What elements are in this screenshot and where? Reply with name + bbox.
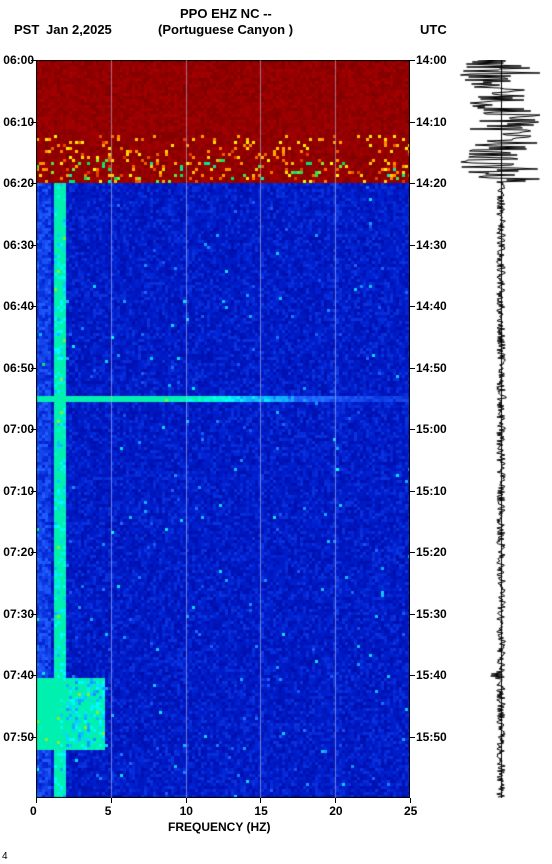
x-tick: 20 [329, 804, 342, 818]
right-tick: 15:50 [416, 730, 447, 744]
date-label: Jan 2,2025 [46, 22, 112, 37]
left-tick: 06:50 [3, 361, 34, 375]
right-tick: 14:00 [416, 53, 447, 67]
left-tick: 06:40 [3, 299, 34, 313]
right-tick: 15:20 [416, 545, 447, 559]
tz-left-label: PST [14, 22, 39, 37]
x-tick: 0 [30, 804, 37, 818]
right-tick: 14:20 [416, 176, 447, 190]
left-tick: 06:10 [3, 115, 34, 129]
title-line1: PPO EHZ NC -- [180, 6, 272, 21]
left-tick: 07:30 [3, 607, 34, 621]
left-tick: 06:00 [3, 53, 34, 67]
left-tick: 06:20 [3, 176, 34, 190]
tz-right-label: UTC [420, 22, 447, 37]
right-tick: 14:10 [416, 115, 447, 129]
left-tick: 07:50 [3, 730, 34, 744]
right-tick: 15:00 [416, 422, 447, 436]
right-tick: 15:10 [416, 484, 447, 498]
x-axis-label: FREQUENCY (HZ) [168, 820, 270, 834]
right-tick: 14:40 [416, 299, 447, 313]
spectrogram-plot [36, 60, 410, 798]
x-tick: 10 [180, 804, 193, 818]
right-tick: 14:50 [416, 361, 447, 375]
corner-mark: 4 [2, 851, 8, 862]
left-tick: 06:30 [3, 238, 34, 252]
left-tick: 07:10 [3, 484, 34, 498]
x-tick: 15 [254, 804, 267, 818]
right-tick: 15:40 [416, 668, 447, 682]
x-tick: 25 [404, 804, 417, 818]
x-tick: 5 [105, 804, 112, 818]
seismogram-trace [458, 60, 544, 798]
left-tick: 07:00 [3, 422, 34, 436]
left-tick: 07:20 [3, 545, 34, 559]
station-label: (Portuguese Canyon ) [158, 22, 293, 37]
right-tick: 15:30 [416, 607, 447, 621]
right-tick: 14:30 [416, 238, 447, 252]
left-tick: 07:40 [3, 668, 34, 682]
